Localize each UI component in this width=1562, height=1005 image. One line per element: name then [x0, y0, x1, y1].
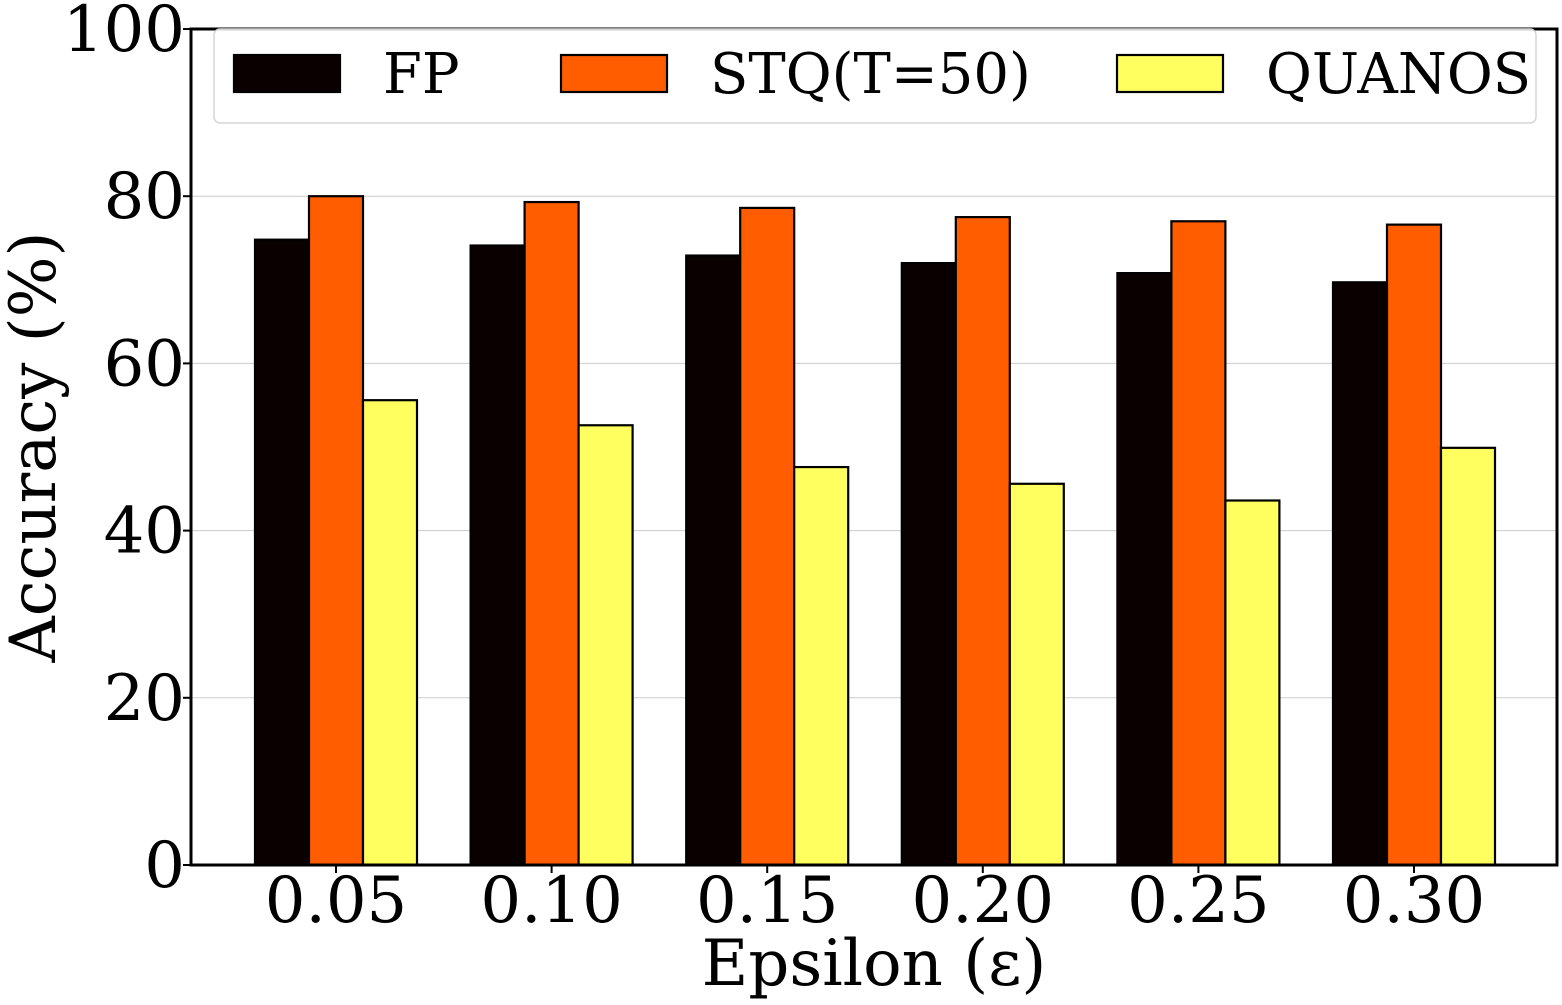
- legend-frame: [213, 28, 1537, 124]
- legend-label: STQ(T=50): [710, 42, 1031, 107]
- x-axis-label: Epsilon (ε): [702, 927, 1047, 1001]
- y-axis-label: Accuracy (%): [0, 232, 71, 664]
- bar-quanos-0-15: [793, 465, 850, 867]
- bar-quanos-0-30: [1439, 446, 1497, 867]
- bar-stq-t-50--0-30: [1385, 223, 1443, 867]
- x-tick-label: 0.10: [480, 864, 623, 938]
- x-tick-label: 0.25: [1127, 864, 1270, 938]
- legend-label: FP: [383, 42, 460, 107]
- gridlines: [191, 195, 1557, 699]
- bar-quanos-0-25: [1224, 499, 1281, 867]
- bar-fp-0-05: [253, 238, 311, 867]
- legend-swatch: [232, 53, 342, 94]
- x-tick-label: 0.05: [265, 864, 408, 938]
- legend-swatch: [1115, 53, 1225, 94]
- x-tick-label: 0.15: [696, 864, 839, 938]
- y-tick-label: 0: [144, 829, 185, 903]
- x-tick-label: 0.20: [912, 864, 1055, 938]
- bar-stq-t-50--0-25: [1170, 220, 1227, 867]
- legend-label: QUANOS: [1266, 42, 1531, 107]
- bar-fp-0-10: [469, 244, 526, 867]
- y-tick-label: 20: [104, 662, 185, 736]
- bar-stq-t-50--0-10: [523, 200, 580, 867]
- bar-fp-0-30: [1331, 281, 1389, 867]
- legend: FP STQ(T=50) QUANOS: [213, 28, 1537, 124]
- y-tick-label: 40: [104, 495, 185, 569]
- y-tick-label: 100: [63, 0, 185, 67]
- bar-fp-0-25: [1116, 272, 1173, 867]
- legend-swatch: [559, 53, 669, 94]
- bars: [253, 195, 1497, 867]
- y-tick-label: 60: [104, 327, 185, 401]
- bar-quanos-0-20: [1008, 482, 1065, 867]
- bar-fp-0-20: [900, 261, 957, 867]
- y-axis-ticks: 0 20 40 60 80 100: [63, 0, 191, 903]
- legend-items: FP STQ(T=50) QUANOS: [232, 42, 1531, 107]
- bar-stq-t-50--0-15: [739, 206, 796, 867]
- bar-fp-0-15: [685, 254, 742, 867]
- bar-quanos-0-05: [361, 399, 419, 867]
- x-axis-ticks: 0.05 0.10 0.15 0.20 0.25 0.30: [265, 864, 1486, 938]
- bar-stq-t-50--0-05: [307, 195, 365, 867]
- bar-stq-t-50--0-20: [954, 216, 1011, 867]
- bar-quanos-0-10: [577, 424, 634, 867]
- x-tick-label: 0.30: [1343, 864, 1486, 938]
- y-tick-label: 80: [104, 160, 185, 234]
